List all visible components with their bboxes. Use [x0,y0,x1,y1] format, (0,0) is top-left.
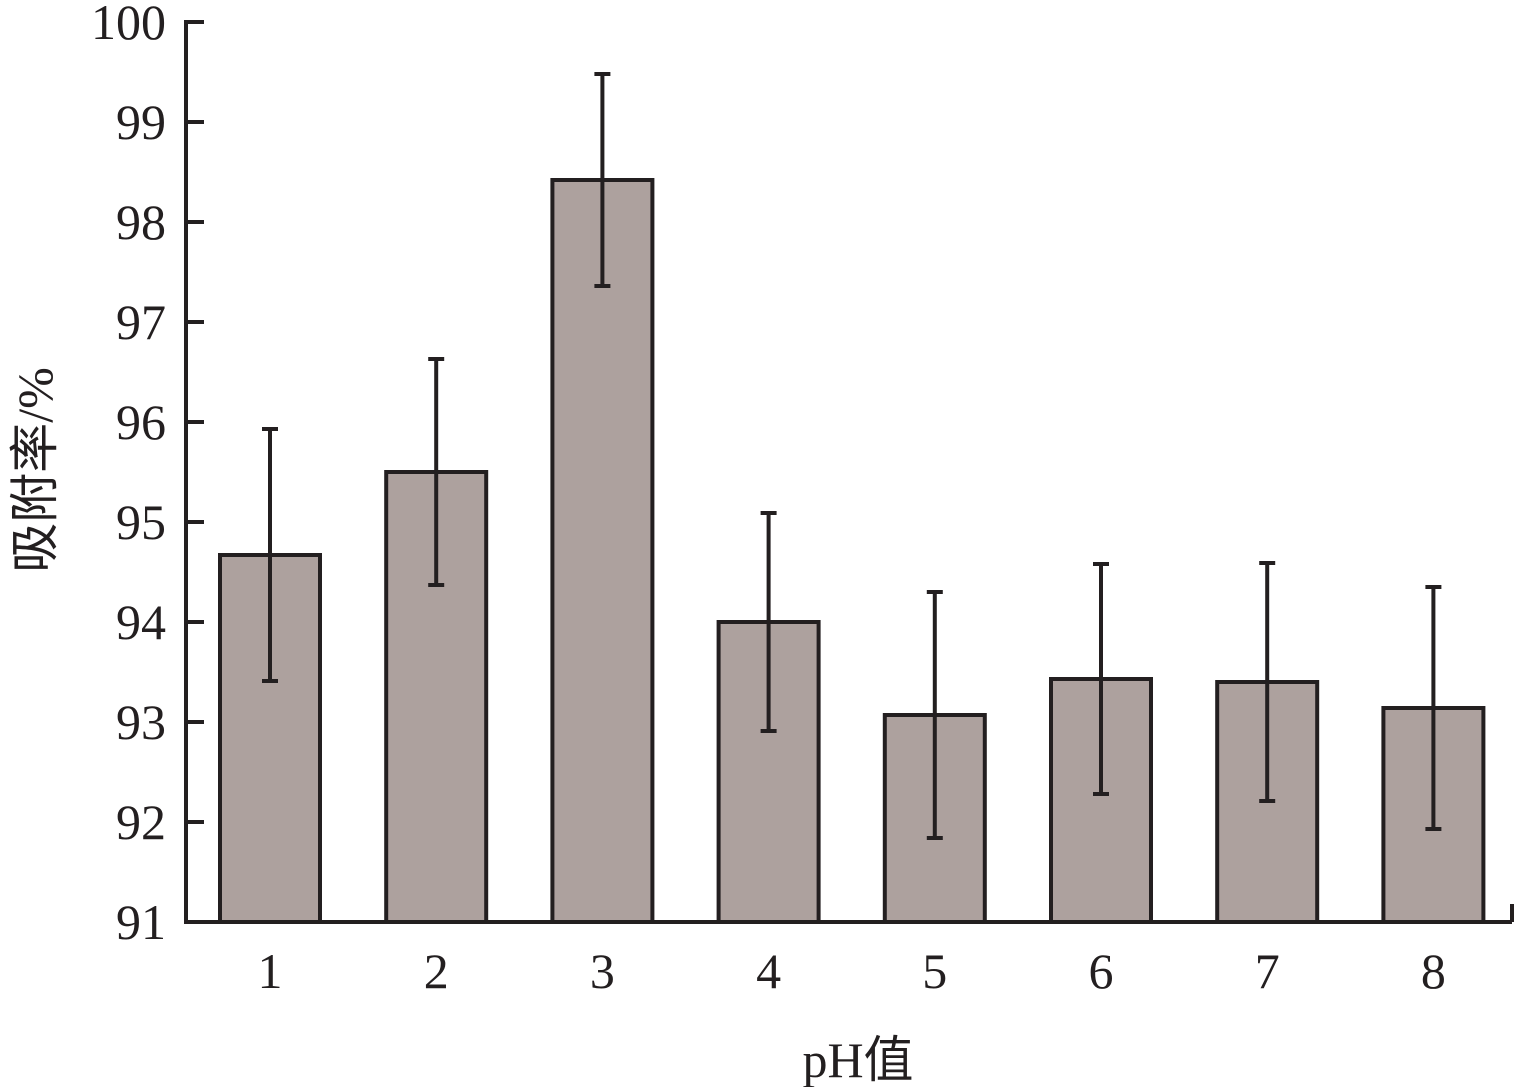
error-bar-5 [926,590,943,840]
y-tick-label-92: 92 [116,794,166,850]
x-tick-label-3: 3 [590,943,615,999]
y-tick-label-97: 97 [116,294,166,350]
y-tick-label-99: 99 [116,94,166,150]
error-bar-3 [594,72,611,288]
y-tick-label-100: 100 [91,0,166,50]
y-axis-title: 吸附率/% [7,367,63,573]
x-tick-label-7: 7 [1255,943,1280,999]
y-tick-label-95: 95 [116,494,166,550]
error-bar-2 [428,357,445,587]
y-tick-label-91: 91 [116,894,166,950]
bar-3 [550,178,655,924]
axes-layer [184,20,1514,924]
x-tick-label-1: 1 [258,943,283,999]
x-tick-label-4: 4 [756,943,781,999]
x-tick-label-2: 2 [424,943,449,999]
y-tick-label-96: 96 [116,394,166,450]
y-tick-label-98: 98 [116,194,166,250]
error-bars-layer [262,72,1442,840]
bars-layer [218,178,1486,924]
error-bar-1 [262,427,278,683]
x-tick-label-6: 6 [1089,943,1114,999]
y-tick-label-94: 94 [116,594,166,650]
error-bar-6 [1093,562,1109,796]
x-tick-label-8: 8 [1421,943,1446,999]
y-tick-label-93: 93 [116,694,166,750]
tick-labels-layer: 1 2 3 4 5 6 7 8 91 92 93 94 95 96 97 98 99 100 [91,0,1446,999]
error-bar-8 [1425,585,1442,831]
error-bar-4 [760,511,777,733]
x-axis-title: pH值 [802,1032,913,1087]
error-bar-7 [1259,561,1276,803]
x-tick-label-5: 5 [922,943,947,999]
